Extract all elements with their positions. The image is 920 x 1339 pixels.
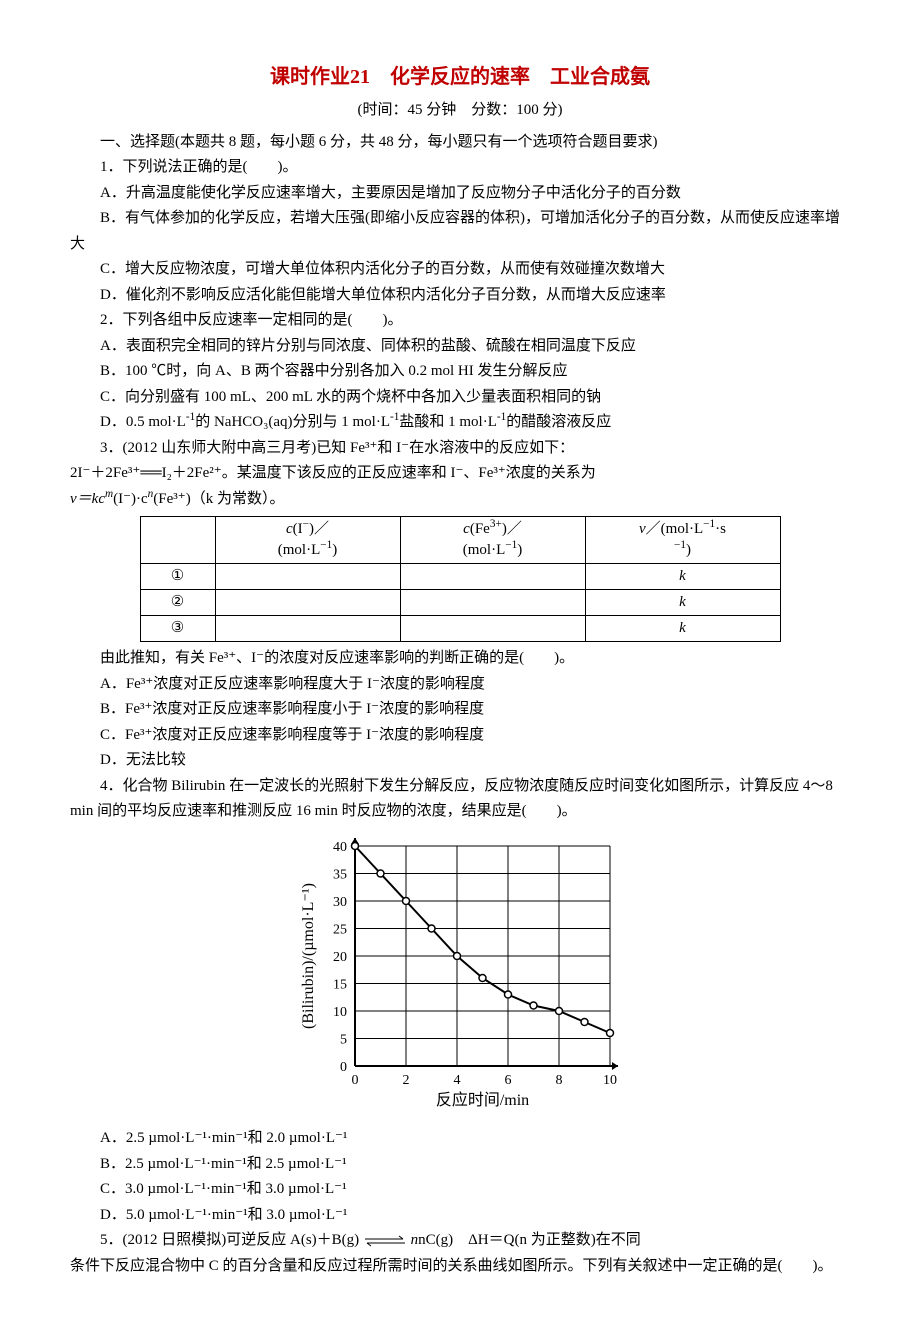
th-cI: c(I−)／(mol·L−1) <box>215 517 400 564</box>
th-v: v／(mol·L−1·s−1) <box>585 517 780 564</box>
svg-text:8: 8 <box>556 1073 563 1088</box>
q4-opt-a: A．2.5 µmol·L⁻¹·min⁻¹和 2.0 µmol·L⁻¹ <box>70 1126 850 1152</box>
cell-n1: ① <box>140 564 215 590</box>
q1-opt-b: B．有气体参加的化学反应，若增大压强(即缩小反应容器的体积)，可增加活化分子的百… <box>70 206 850 257</box>
chart-svg: 0 2 4 6 8 10 0 5 10 15 20 25 30 35 40 反应时间/min (Bilirubi… <box>295 831 625 1111</box>
cell-cFe1 <box>400 564 585 590</box>
q4-opt-d: D．5.0 µmol·L⁻¹·min⁻¹和 3.0 µmol·L⁻¹ <box>70 1203 850 1229</box>
q3-opt-a: A．Fe³⁺浓度对正反应速率影响程度大于 I⁻浓度的影响程度 <box>70 672 850 698</box>
svg-text:(Bilirubin)/(µmol·L⁻¹): (Bilirubin)/(µmol·L⁻¹) <box>300 883 317 1029</box>
q1-opt-c: C．增大反应物浓度，可增大单位体积内活化分子的百分数，从而使有效碰撞次数增大 <box>70 257 850 283</box>
q3-opt-d: D．无法比较 <box>70 748 850 774</box>
svg-text:4: 4 <box>454 1073 461 1088</box>
svg-text:30: 30 <box>333 895 347 910</box>
table-header-row: c(I−)／(mol·L−1) c(Fe3+)／(mol·L−1) v／(mol… <box>140 517 780 564</box>
svg-text:20: 20 <box>333 950 347 965</box>
cell-cFe3 <box>400 616 585 642</box>
svg-text:2: 2 <box>403 1073 410 1088</box>
q5-pre: 5．(2012 日照模拟)可逆反应 A(s)＋B(g) <box>100 1232 359 1248</box>
q3-line3: v＝kcm(I⁻)·cn(Fe³⁺)（k 为常数）。 <box>70 487 850 513</box>
q3-opt-c: C．Fe³⁺浓度对正反应速率影响程度等于 I⁻浓度的影响程度 <box>70 723 850 749</box>
q2-opt-b: B．100 ℃时，向 A、B 两个容器中分别各加入 0.2 mol HI 发生分… <box>70 359 850 385</box>
q4-opt-c: C．3.0 µmol·L⁻¹·min⁻¹和 3.0 µmol·L⁻¹ <box>70 1177 850 1203</box>
cell-n2: ② <box>140 590 215 616</box>
q2-stem: 2．下列各组中反应速率一定相同的是( )。 <box>70 308 850 334</box>
q1-opt-d: D．催化剂不影响反应活化能但能增大单位体积内活化分子百分数，从而增大反应速率 <box>70 283 850 309</box>
svg-text:10: 10 <box>603 1073 617 1088</box>
svg-text:反应时间/min: 反应时间/min <box>436 1090 529 1109</box>
cell-v2: k <box>585 590 780 616</box>
svg-text:25: 25 <box>333 922 347 937</box>
q3-v: v＝kc <box>70 491 105 507</box>
svg-text:0: 0 <box>352 1073 359 1088</box>
th-num <box>140 517 215 564</box>
q4-opt-b: B．2.5 µmol·L⁻¹·min⁻¹和 2.5 µmol·L⁻¹ <box>70 1152 850 1178</box>
q2-opt-d: D．0.5 mol·L-1的 NaHCO₃(aq)分别与 1 mol·L-1盐酸… <box>70 410 850 436</box>
cell-cI2 <box>215 590 400 616</box>
q2-opt-c: C．向分别盛有 100 mL、200 mL 水的两个烧杯中各加入少量表面积相同的… <box>70 385 850 411</box>
svg-text:40: 40 <box>333 840 347 855</box>
q3-suf: (Fe³⁺)（k 为常数）。 <box>153 491 284 507</box>
q3-after: 由此推知，有关 Fe³⁺、I⁻的浓度对反应速率影响的判断正确的是( )。 <box>70 646 850 672</box>
q5-line1: 5．(2012 日照模拟)可逆反应 A(s)＋B(g) nnC(g) ΔH＝Q(… <box>70 1228 850 1254</box>
cell-cFe2 <box>400 590 585 616</box>
q2-d-prefix: D．0.5 mol·L <box>100 414 186 430</box>
q2-opt-a: A．表面积完全相同的锌片分别与同浓度、同体积的盐酸、硫酸在相同温度下反应 <box>70 334 850 360</box>
svg-text:35: 35 <box>333 867 347 882</box>
cell-v1: k <box>585 564 780 590</box>
q4-line1: 4．化合物 Bilirubin 在一定波长的光照射下发生分解反应，反应物浓度随反… <box>70 774 850 825</box>
table-row: ③ k <box>140 616 780 642</box>
cell-cI3 <box>215 616 400 642</box>
svg-text:6: 6 <box>505 1073 512 1088</box>
cell-n3: ③ <box>140 616 215 642</box>
q3-table: c(I−)／(mol·L−1) c(Fe3+)／(mol·L−1) v／(mol… <box>140 516 781 642</box>
q1-opt-a: A．升高温度能使化学反应速率增大，主要原因是增加了反应物分子中活化分子的百分数 <box>70 181 850 207</box>
cell-cI1 <box>215 564 400 590</box>
q4-chart: 0 2 4 6 8 10 0 5 10 15 20 25 30 35 40 反应时间/min (Bilirubi… <box>70 831 850 1121</box>
q3-opt-b: B．Fe³⁺浓度对正反应速率影响程度小于 I⁻浓度的影响程度 <box>70 697 850 723</box>
svg-text:5: 5 <box>340 1032 347 1047</box>
table-row: ① k <box>140 564 780 590</box>
q2-d-mid2: 盐酸和 1 mol·L <box>399 414 497 430</box>
q5-mid: nC(g) ΔH＝Q(n 为正整数)在不同 <box>418 1232 641 1248</box>
q3-mid: (I⁻)·c <box>113 491 148 507</box>
subtitle: (时间：45 分钟 分数：100 分) <box>70 98 850 124</box>
svg-text:10: 10 <box>333 1005 347 1020</box>
q5-line2: 条件下反应混合物中 C 的百分含量和反应过程所需时间的关系曲线如图所示。下列有关… <box>70 1254 850 1280</box>
svg-text:15: 15 <box>333 977 347 992</box>
page-title: 课时作业21 化学反应的速率 工业合成氨 <box>70 60 850 94</box>
th-cFe: c(Fe3+)／(mol·L−1) <box>400 517 585 564</box>
q3-line1: 3．(2012 山东师大附中高三月考)已知 Fe³⁺和 I⁻在水溶液中的反应如下… <box>70 436 850 462</box>
q2-d-mid1: 的 NaHCO₃(aq)分别与 1 mol·L <box>195 414 390 430</box>
cell-v3: k <box>585 616 780 642</box>
q2-d-suffix: 的醋酸溶液反应 <box>506 414 611 430</box>
table-row: ② k <box>140 590 780 616</box>
q3-line2: 2I⁻＋2Fe³⁺══I₂＋2Fe²⁺。某温度下该反应的正反应速率和 I⁻、Fe… <box>70 461 850 487</box>
svg-text:0: 0 <box>340 1060 347 1075</box>
q1-stem: 1．下列说法正确的是( )。 <box>70 155 850 181</box>
reversible-arrow-icon <box>363 1235 407 1247</box>
section-intro: 一、选择题(本题共 8 题，每小题 6 分，共 48 分，每小题只有一个选项符合… <box>70 130 850 156</box>
